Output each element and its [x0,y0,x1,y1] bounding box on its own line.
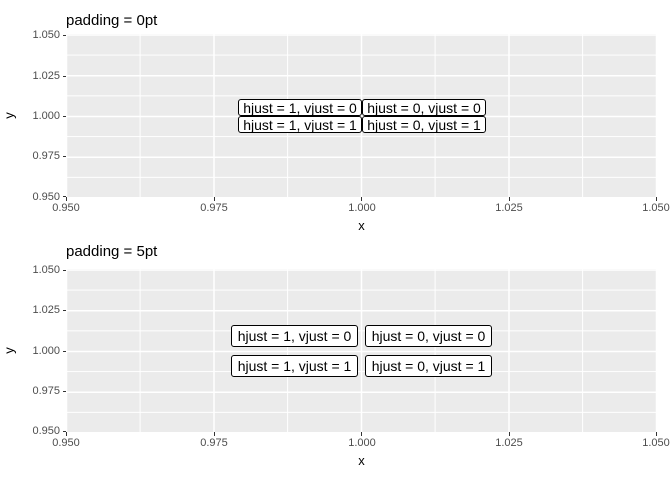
y-tick-mark [62,431,66,432]
plot-panel: hjust = 1, vjust = 0 hjust = 0, vjust = … [66,269,657,432]
x-tick-label: 1.050 [642,202,670,214]
geom-label-hjust0-vjust0: hjust = 0, vjust = 0 [365,325,492,347]
y-tick-label: 1.000 [32,110,60,122]
x-tick-mark [66,197,67,201]
x-tick-label: 1.050 [642,437,670,449]
y-tick-label: 1.050 [32,29,60,41]
x-tick-label: 0.975 [200,437,228,449]
y-tick-label: 0.975 [32,150,60,162]
geom-label-hjust1-vjust0: hjust = 1, vjust = 0 [238,99,362,116]
y-tick-mark [62,350,66,352]
y-tick-mark [62,390,66,392]
y-tick-label: 0.975 [32,385,60,397]
x-tick-label: 1.000 [348,437,376,449]
figure-padding-0pt: padding = 0pt y hjust = 1, vjust = 0 hju… [2,12,670,233]
x-tick-label: 0.950 [52,437,80,449]
x-tick-label: 0.950 [52,202,80,214]
plot-title: padding = 5pt [66,243,158,260]
x-tick-mark [214,432,215,436]
y-tick-label: 1.000 [32,345,60,357]
y-tick-label: 0.950 [32,191,60,203]
geom-label-hjust0-vjust1: hjust = 0, vjust = 1 [365,355,492,377]
x-tick-mark [361,432,362,436]
x-tick-mark [361,197,362,201]
y-tick-mark [62,34,66,36]
geom-label-hjust1-vjust1: hjust = 1, vjust = 1 [231,355,358,377]
y-tick-mark [62,115,66,117]
geom-label-hjust1-vjust1: hjust = 1, vjust = 1 [238,116,362,133]
x-axis-title: x [358,453,365,468]
geom-label-hjust1-vjust0: hjust = 1, vjust = 0 [231,325,358,347]
y-tick-label: 0.950 [32,425,60,437]
plot-title: padding = 0pt [66,12,158,29]
y-tick-mark [62,269,66,271]
x-tick-mark [656,197,657,201]
x-tick-mark [509,197,510,201]
x-axis-title: x [358,218,365,233]
y-tick-mark [62,310,66,311]
plot-panel: hjust = 1, vjust = 0 hjust = 0, vjust = … [66,34,657,197]
geom-label-hjust0-vjust1: hjust = 0, vjust = 1 [362,116,486,133]
x-tick-label: 1.000 [348,202,376,214]
x-tick-mark [656,432,657,436]
geom-label-hjust0-vjust0: hjust = 0, vjust = 0 [362,99,486,116]
y-tick-mark [62,75,66,77]
y-tick-mark [62,155,66,157]
x-tick-mark [509,432,510,436]
x-tick-label: 0.975 [200,202,228,214]
x-tick-label: 1.025 [495,437,523,449]
y-tick-label: 1.050 [32,264,60,276]
figure-padding-5pt: padding = 5pt y hjust = 1, vjust = 0 hju… [0,240,672,480]
x-tick-label: 1.025 [495,202,523,214]
x-tick-mark [66,432,67,436]
y-tick-mark [62,196,66,197]
y-tick-label: 1.025 [32,70,60,82]
y-tick-label: 1.025 [32,304,60,316]
x-tick-mark [214,197,215,201]
